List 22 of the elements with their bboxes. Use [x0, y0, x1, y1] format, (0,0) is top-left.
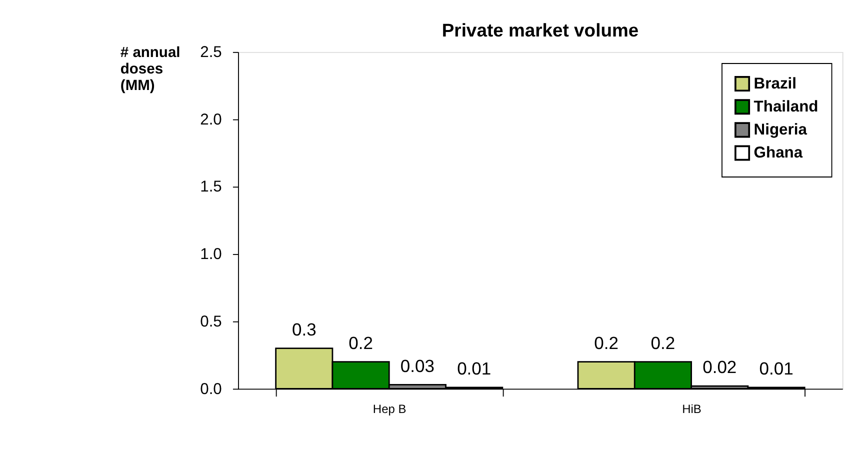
- y-tick-label: 2.0: [200, 111, 222, 128]
- data-label: 0.2: [594, 332, 618, 353]
- legend-label: Ghana: [754, 144, 803, 162]
- y-tick-label: 2.5: [200, 44, 222, 62]
- data-label: 0.02: [702, 357, 737, 378]
- data-label: 0.2: [348, 332, 373, 353]
- data-label: 0.03: [400, 356, 435, 376]
- data-label: 0.01: [759, 358, 794, 378]
- data-label: 0.2: [650, 332, 676, 353]
- y-tick-label: 1.5: [200, 178, 222, 196]
- y-tick-label: 0.0: [200, 380, 222, 398]
- data-label: 0.3: [292, 319, 316, 340]
- legend-label: Brazil: [754, 75, 796, 92]
- chart-title: Private market volume: [442, 19, 639, 40]
- x-tick-label: HiB: [682, 402, 702, 416]
- y-tick-label: 0.5: [200, 313, 222, 330]
- y-tick-label: 1.0: [200, 246, 222, 264]
- legend-label: Nigeria: [754, 122, 808, 139]
- y-axis-title: # annual doses (MM): [120, 45, 180, 94]
- data-label: 0.01: [457, 358, 492, 378]
- legend-label: Thailand: [754, 98, 818, 116]
- x-tick-label: Hep B: [372, 402, 406, 416]
